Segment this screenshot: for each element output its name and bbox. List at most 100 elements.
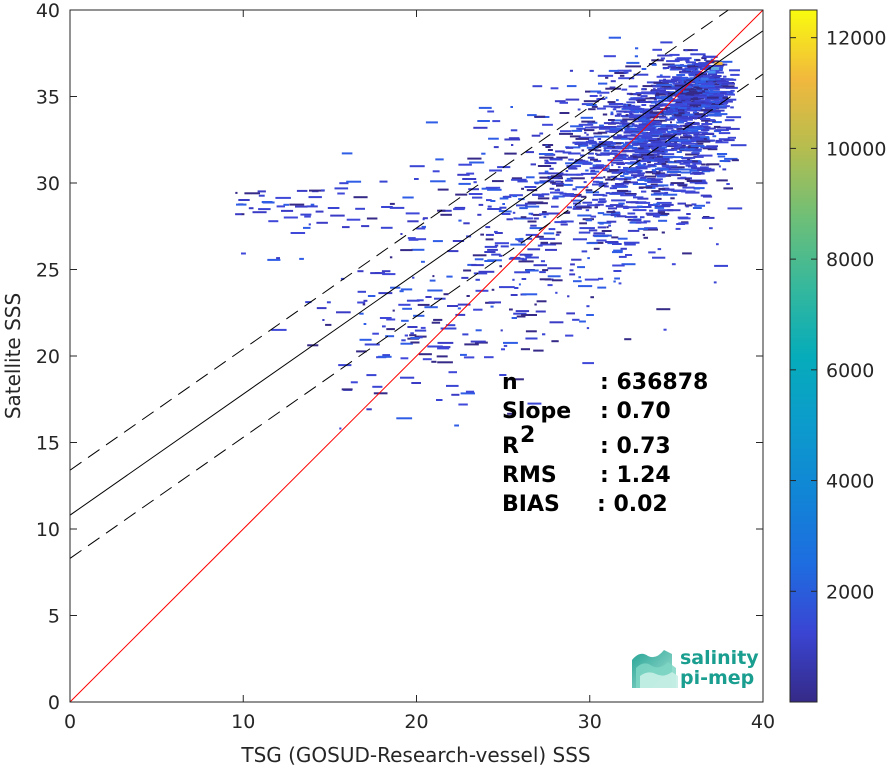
density-cell [389, 202, 395, 205]
density-cell [665, 125, 673, 128]
density-cell [432, 170, 440, 173]
density-cell [485, 226, 491, 229]
density-cell [667, 92, 675, 95]
density-cell [654, 205, 671, 208]
density-cell [694, 204, 705, 207]
density-cell [606, 226, 609, 229]
density-cell [463, 356, 475, 359]
density-cell [550, 87, 559, 90]
density-cell [598, 143, 611, 146]
density-cell [316, 307, 327, 310]
density-peak [707, 70, 716, 74]
density-cell [404, 334, 408, 337]
density-cell [616, 145, 620, 148]
density-cell [651, 89, 660, 92]
density-cell [614, 215, 617, 218]
density-cell [726, 116, 742, 119]
density-cell [687, 65, 703, 68]
density-cell [465, 390, 475, 393]
density-cell [595, 152, 598, 155]
density-cell [488, 301, 501, 304]
density-cell [432, 240, 443, 243]
density-cell [429, 279, 436, 282]
density-cell [679, 113, 696, 116]
density-cell [633, 156, 643, 159]
density-cell [665, 118, 671, 121]
density-cell [653, 88, 656, 91]
density-cell [730, 89, 735, 92]
density-cell [602, 113, 608, 116]
density-cell [534, 303, 537, 306]
density-cell [542, 211, 547, 213]
density-cell [528, 212, 534, 215]
density-cell [590, 176, 603, 179]
density-cell [624, 216, 635, 218]
density-cell [634, 55, 638, 58]
density-cell [696, 81, 704, 84]
density-cell [655, 214, 668, 217]
density-cell [392, 309, 395, 312]
density-cell [509, 308, 513, 311]
density-cell [446, 384, 459, 387]
density-cell [559, 112, 570, 114]
density-cell [657, 209, 674, 212]
density-cell [359, 338, 372, 341]
density-cell [636, 99, 646, 102]
density-cell [494, 232, 503, 234]
density-cell [554, 221, 567, 224]
density-cell [588, 139, 595, 142]
density-cell [400, 288, 413, 291]
density-cell [649, 209, 654, 212]
density-cell [511, 144, 514, 146]
density-cell [621, 182, 629, 185]
density-cell [491, 288, 495, 291]
density-cell [532, 85, 543, 88]
density-cell [690, 98, 700, 101]
density-cell [398, 303, 411, 306]
density-cell [554, 189, 560, 192]
density-cell [551, 205, 559, 208]
density-cell [581, 250, 588, 253]
density-cell [622, 158, 639, 160]
density-cell [437, 341, 454, 344]
x-tick-label: 0 [64, 711, 76, 733]
density-cell [695, 142, 704, 145]
density-cell [703, 129, 708, 132]
density-cell [635, 47, 639, 50]
density-cell [652, 85, 662, 88]
density-cell [606, 170, 618, 173]
density-cell [622, 122, 630, 125]
density-cell [651, 123, 662, 126]
density-cell [468, 188, 479, 191]
density-cell [578, 136, 594, 139]
stat-label: Slope [502, 399, 571, 424]
density-cell [366, 374, 377, 377]
density-cell [605, 178, 616, 181]
density-cell [639, 166, 645, 169]
density-cell [580, 172, 597, 175]
density-cell [571, 258, 582, 261]
density-cell [346, 180, 362, 183]
density-cell [709, 75, 713, 78]
density-cell [610, 192, 623, 195]
density-cell [485, 186, 501, 189]
density-cell [708, 85, 723, 88]
density-cell [703, 126, 711, 129]
y-tick-label: 20 [36, 346, 60, 368]
density-cell [652, 125, 668, 128]
density-cell [529, 227, 543, 230]
density-cell [492, 120, 501, 123]
density-cell [586, 133, 589, 136]
density-cell [616, 99, 619, 102]
density-cell [372, 332, 379, 335]
density-cell [432, 275, 435, 278]
density-cell [386, 328, 395, 331]
density-cell [534, 115, 546, 118]
density-cell [647, 161, 651, 164]
density-cell [701, 216, 715, 219]
density-cell [652, 48, 662, 51]
density-cell [498, 210, 507, 213]
density-cell [623, 241, 640, 244]
density-cell [642, 85, 657, 88]
density-cell [616, 163, 625, 165]
